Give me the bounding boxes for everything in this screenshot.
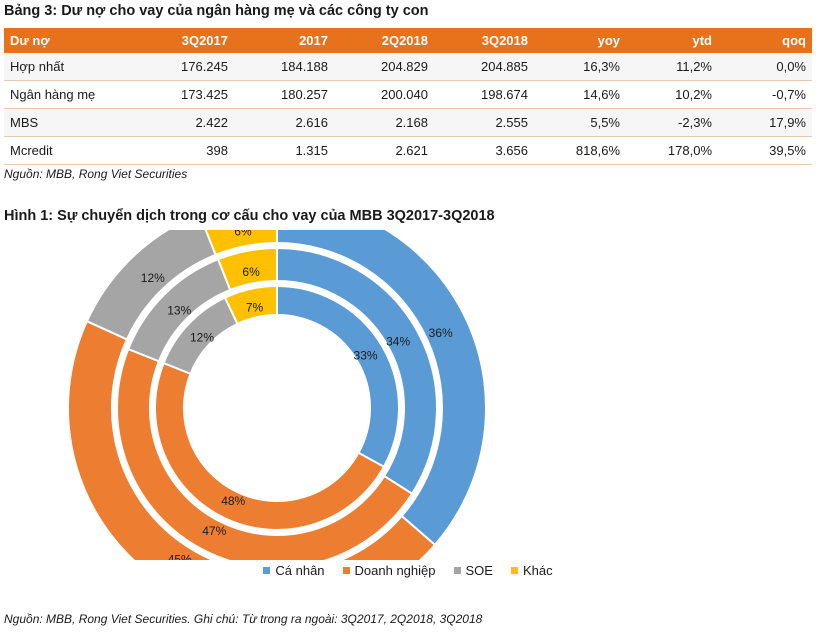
legend-label: Khác	[522, 563, 553, 578]
table-cell: 2.555	[434, 108, 534, 137]
table-cell: 0,0%	[718, 53, 812, 81]
donut-slice-3Q2018-2	[85, 230, 217, 341]
figure-title: Hình 1: Sự chuyển dịch trong cơ cấu cho …	[4, 208, 495, 224]
table-cell: Ngân hàng mẹ	[4, 80, 124, 109]
table-cell: 180.257	[234, 80, 334, 109]
table-row: MBS 2.422 2.616 2.168 2.555 5,5% -2,3% 1…	[4, 108, 812, 137]
slice-label: 34%	[386, 334, 410, 348]
table-cell: 10,2%	[626, 80, 718, 109]
column-header: yoy	[534, 28, 626, 53]
table-cell: 17,9%	[718, 108, 812, 137]
table-cell: 184.188	[234, 53, 334, 81]
legend-swatch	[263, 567, 271, 574]
table-cell: 5,5%	[534, 108, 626, 137]
table-cell: 2.621	[334, 136, 434, 165]
table-cell: 173.425	[124, 80, 234, 109]
table-cell: 204.885	[434, 53, 534, 81]
legend-swatch	[342, 567, 350, 574]
donut-slice-3Q2018-1	[67, 319, 437, 560]
column-header: qoq	[718, 28, 812, 53]
table-row: Ngân hàng mẹ 173.425 180.257 200.040 198…	[4, 80, 812, 109]
table-row: Mcredit 398 1.315 2.621 3.656 818,6% 178…	[4, 136, 812, 165]
slice-label: 12%	[190, 331, 214, 345]
table-cell: 200.040	[334, 80, 434, 109]
column-header: 3Q2017	[124, 28, 234, 53]
legend-label: SOE	[465, 563, 493, 578]
slice-label: 6%	[242, 265, 260, 279]
table-source-note: Nguồn: MBB, Rong Viet Securities	[4, 167, 188, 181]
table-cell: 2.422	[124, 108, 234, 137]
legend-item: Cá nhân	[263, 563, 325, 578]
table-cell: Mcredit	[4, 136, 124, 165]
legend-swatch	[453, 567, 461, 574]
table-cell: -0,7%	[718, 80, 812, 109]
slice-label: 47%	[202, 524, 226, 538]
table-cell: 39,5%	[718, 136, 812, 165]
legend-item: SOE	[453, 563, 493, 578]
figure-source-note: Nguồn: MBB, Rong Viet Securities. Ghi ch…	[4, 612, 483, 626]
table-header-row: Dư nợ 3Q2017 2017 2Q2018 3Q2018 yoy ytd …	[4, 28, 812, 53]
donut-slice-2Q2018-1	[116, 347, 414, 560]
table-cell: 2.616	[234, 108, 334, 137]
table-cell: MBS	[4, 108, 124, 137]
column-header: 2Q2018	[334, 28, 434, 53]
legend-label: Doanh nghiệp	[354, 563, 436, 578]
slice-label: 12%	[141, 271, 165, 285]
table-cell: 398	[124, 136, 234, 165]
column-header: 2017	[234, 28, 334, 53]
chart-legend: Cá nhân Doanh nghiệp SOE Khác	[0, 563, 816, 578]
slice-label: 36%	[429, 326, 453, 340]
donut-slice-3Q2017-3	[223, 284, 278, 326]
legend-label: Cá nhân	[275, 563, 325, 578]
table-cell: 204.829	[334, 53, 434, 81]
legend-item: Khác	[510, 563, 553, 578]
donut-slice-3Q2017-1	[154, 361, 386, 531]
donut-chart: 33% 48% 12% 7% 34% 47% 13% 6% 36% 45% 12% 6%	[67, 230, 487, 560]
table-cell: 11,2%	[626, 53, 718, 81]
loan-table: Dư nợ 3Q2017 2017 2Q2018 3Q2018 yoy ytd …	[4, 28, 812, 165]
donut-slice-2Q2018-3	[216, 246, 278, 292]
table-cell: Hợp nhất	[4, 53, 124, 81]
table-cell: 16,3%	[534, 53, 626, 81]
slice-label: 7%	[246, 301, 264, 315]
table-cell: 2.168	[334, 108, 434, 137]
table-cell: 178,0%	[626, 136, 718, 165]
table-cell: 198.674	[434, 80, 534, 109]
slice-label: 48%	[221, 494, 245, 508]
table-cell: 14,6%	[534, 80, 626, 109]
slice-label: 6%	[234, 230, 252, 238]
table-row: Hợp nhất 176.245 184.188 204.829 204.885…	[4, 53, 812, 81]
slice-label: 33%	[354, 349, 378, 363]
slice-label: 13%	[167, 303, 191, 317]
column-header: ytd	[626, 28, 718, 53]
column-header: 3Q2018	[434, 28, 534, 53]
legend-item: Doanh nghiệp	[342, 563, 436, 578]
table-cell: 1.315	[234, 136, 334, 165]
table-cell: 818,6%	[534, 136, 626, 165]
table-title: Bảng 3: Dư nợ cho vay của ngân hàng mẹ v…	[4, 3, 429, 19]
column-header: Dư nợ	[4, 28, 124, 53]
legend-swatch	[510, 567, 518, 574]
donut-slice-3Q2018-3	[204, 230, 278, 257]
table-cell: 3.656	[434, 136, 534, 165]
table-cell: -2,3%	[626, 108, 718, 137]
table-cell: 176.245	[124, 53, 234, 81]
slice-label: 45%	[168, 552, 192, 560]
